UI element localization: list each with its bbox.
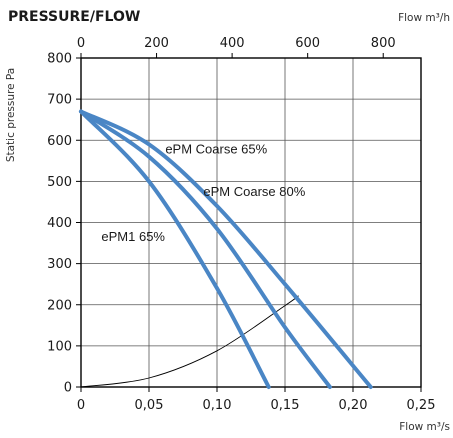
system-curve-line [80,295,299,388]
series-lines [79,109,373,389]
y-tick-label: 300 [47,257,72,272]
y-tick-label: 400 [47,216,72,231]
x-bottom-axis-label: Flow m³/s [399,421,450,433]
x-top-tick-label: 400 [220,36,245,51]
y-tick-label: 0 [64,381,72,396]
x-top-tick-label: 800 [371,36,396,51]
y-tick-label: 200 [47,298,72,313]
series-label: ePM1 65% [101,229,165,244]
series-line-2 [79,109,271,389]
series-line-1 [79,109,332,389]
x-bottom-tick-label: 0,15 [271,398,300,413]
x-bottom-tick-label: 0,25 [407,398,436,413]
series-label: ePM Coarse 65% [165,141,267,156]
grid [76,53,422,392]
chart-title: PRESSURE/FLOW [8,9,140,25]
series-labels: ePM Coarse 65% ePM Coarse 80% ePM1 65% [101,141,305,244]
y-axis-label: Static pressure Pa [5,68,17,162]
y-tick-label: 800 [47,52,72,67]
x-top-tick-label: 0 [77,36,85,51]
y-tick-label: 600 [47,134,72,149]
x-top-axis-label: Flow m³/h [398,12,450,24]
y-tick-label: 100 [47,339,72,354]
tick-labels: 0 100 200 300 400 500 600 700 800 0 0,05 0,10 0,15 0,… [47,36,435,413]
plot-frame [80,57,422,388]
x-top-tick-label: 200 [144,36,169,51]
x-bottom-tick-label: 0,10 [203,398,232,413]
y-tick-label: 700 [47,93,72,108]
y-tick-label: 500 [47,175,72,190]
series-line-0 [79,109,373,389]
x-bottom-tick-label: 0,05 [135,398,164,413]
x-top-tick-label: 600 [295,36,320,51]
x-bottom-tick-label: 0,20 [339,398,368,413]
x-bottom-tick-label: 0 [77,398,85,413]
series-label: ePM Coarse 80% [203,184,305,199]
